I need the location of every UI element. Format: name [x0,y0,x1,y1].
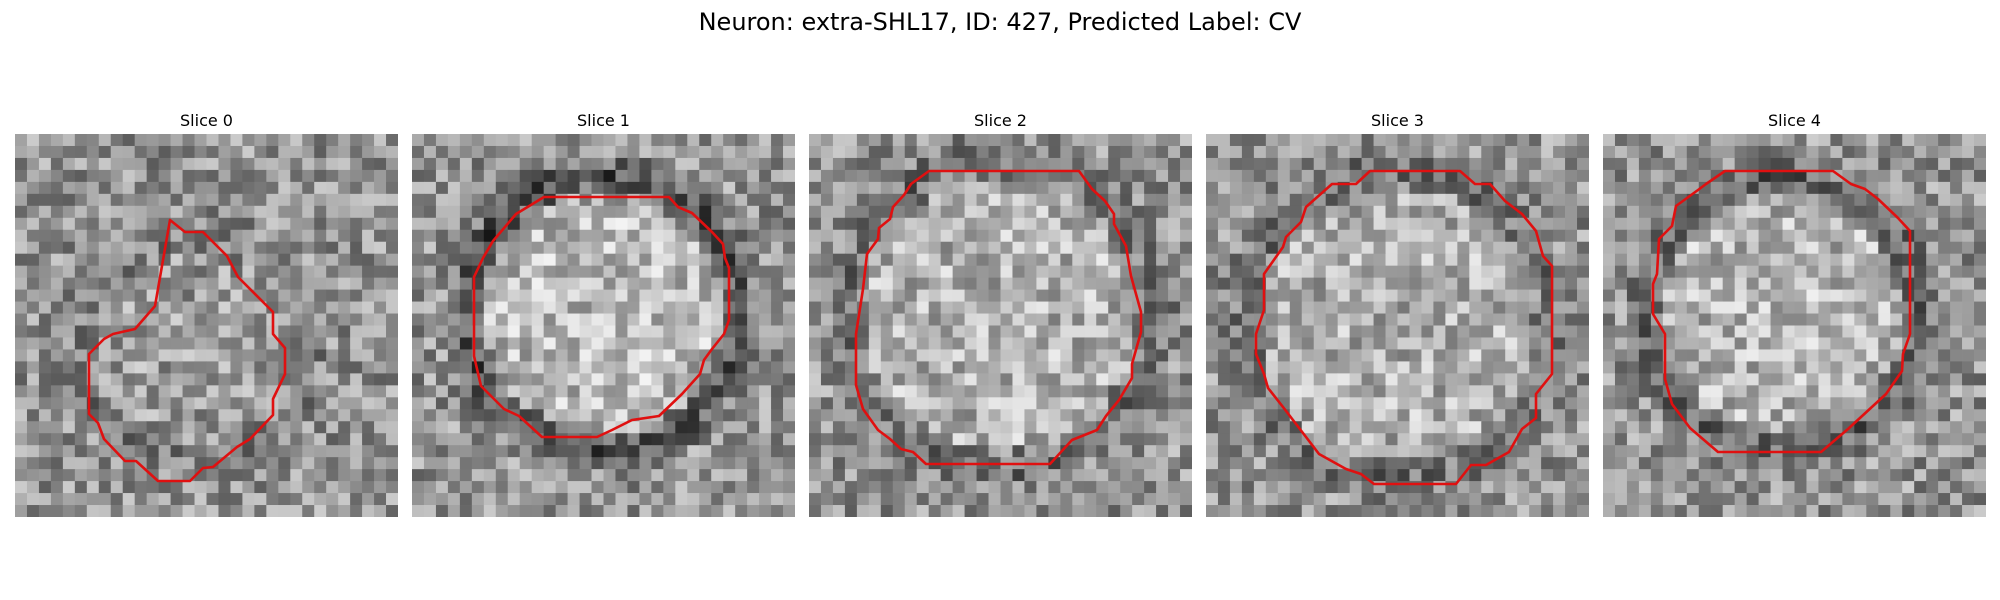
slice-title: Slice 1 [577,111,630,130]
grayscale-slice-image [1603,134,1986,517]
slice-title: Slice 3 [1371,111,1424,130]
grayscale-slice-image [15,134,398,517]
segmentation-contour [1254,169,1554,486]
segmentation-contour [854,169,1143,466]
slice-panel-2: Slice 2 [809,108,1192,517]
slice-title: Slice 2 [974,111,1027,130]
slice-title: Slice 0 [180,111,233,130]
slice-panel-4: Slice 4 [1603,108,1986,517]
slice-panel-3: Slice 3 [1206,108,1589,517]
segmentation-contour [472,195,731,439]
slice-panel-1: Slice 1 [412,108,795,517]
segmentation-contour [1651,169,1912,454]
figure-title: Neuron: extra-SHL17, ID: 427, Predicted … [698,8,1302,36]
grayscale-slice-image [1206,134,1589,517]
grayscale-slice-image [412,134,795,517]
slice-title: Slice 4 [1768,111,1821,130]
segmentation-contour [87,218,287,483]
grayscale-slice-image [809,134,1192,517]
slice-panel-0: Slice 0 [15,108,398,517]
